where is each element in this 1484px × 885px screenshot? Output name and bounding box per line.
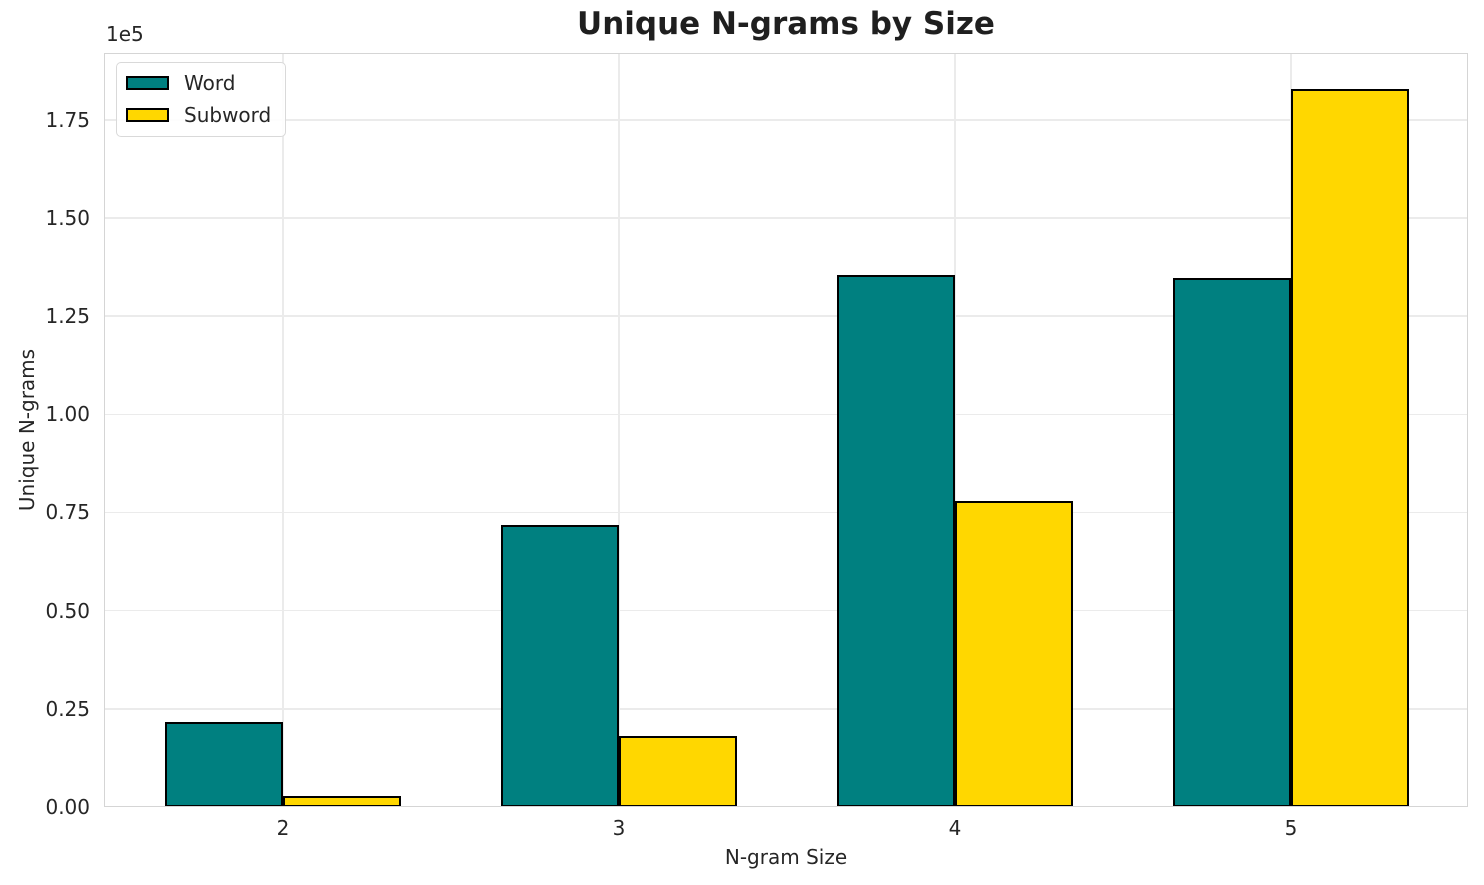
gridline-horizontal	[104, 413, 1468, 416]
bar-word-4	[837, 275, 955, 807]
gridline-horizontal	[104, 119, 1468, 121]
legend-swatch-subword	[126, 108, 169, 122]
y-tick-label: 1.75	[45, 107, 90, 132]
bar-subword-4	[955, 500, 1073, 807]
gridline-horizontal	[104, 217, 1468, 219]
gridline-horizontal	[104, 511, 1468, 514]
x-tick-label: 5	[1284, 816, 1298, 840]
bar-word-5	[1173, 278, 1291, 807]
bar-subword-5	[1291, 89, 1409, 807]
y-axis-offset-text: 1e5	[106, 22, 144, 46]
x-tick-label: 3	[612, 816, 626, 840]
y-tick-label: 0.25	[45, 696, 90, 721]
legend-item: Word	[126, 71, 271, 95]
chart-title: Unique N-grams by Size	[577, 6, 995, 42]
gridline-horizontal	[104, 609, 1468, 612]
x-axis-ticks: 2 3 4 5	[104, 816, 1468, 840]
gridline-horizontal	[104, 315, 1468, 317]
bar-word-3	[501, 524, 619, 807]
gridline-vertical	[954, 53, 956, 807]
y-tick-label: 0.00	[45, 795, 90, 819]
bar-subword-2	[283, 796, 401, 807]
legend-swatch-word	[126, 76, 169, 90]
gridline-vertical	[618, 53, 620, 807]
bar-subword-3	[619, 736, 737, 807]
x-tick-label: 2	[276, 816, 290, 840]
y-tick-label: 1.50	[45, 205, 90, 230]
x-tick-label: 4	[948, 816, 962, 840]
legend-item: Subword	[126, 103, 271, 127]
y-tick-label: 1.00	[45, 402, 90, 427]
plot-area: Word Subword	[104, 53, 1468, 807]
y-tick-label: 1.25	[45, 304, 90, 329]
bar-word-2	[165, 721, 283, 807]
legend-item-label: Subword	[184, 103, 272, 127]
x-axis-label: N-gram Size	[724, 845, 848, 869]
gridline-vertical	[282, 53, 284, 807]
y-axis-label: Unique N-grams	[15, 348, 39, 512]
y-tick-label: 0.75	[45, 500, 90, 525]
gridline-horizontal	[104, 708, 1468, 710]
legend: Word Subword	[116, 62, 287, 137]
legend-item-label: Word	[184, 71, 236, 95]
y-axis-ticks: 0.00 0.25 0.50 0.75 1.00 1.25 1.50 1.75	[0, 53, 90, 819]
y-tick-label: 0.50	[45, 598, 90, 623]
